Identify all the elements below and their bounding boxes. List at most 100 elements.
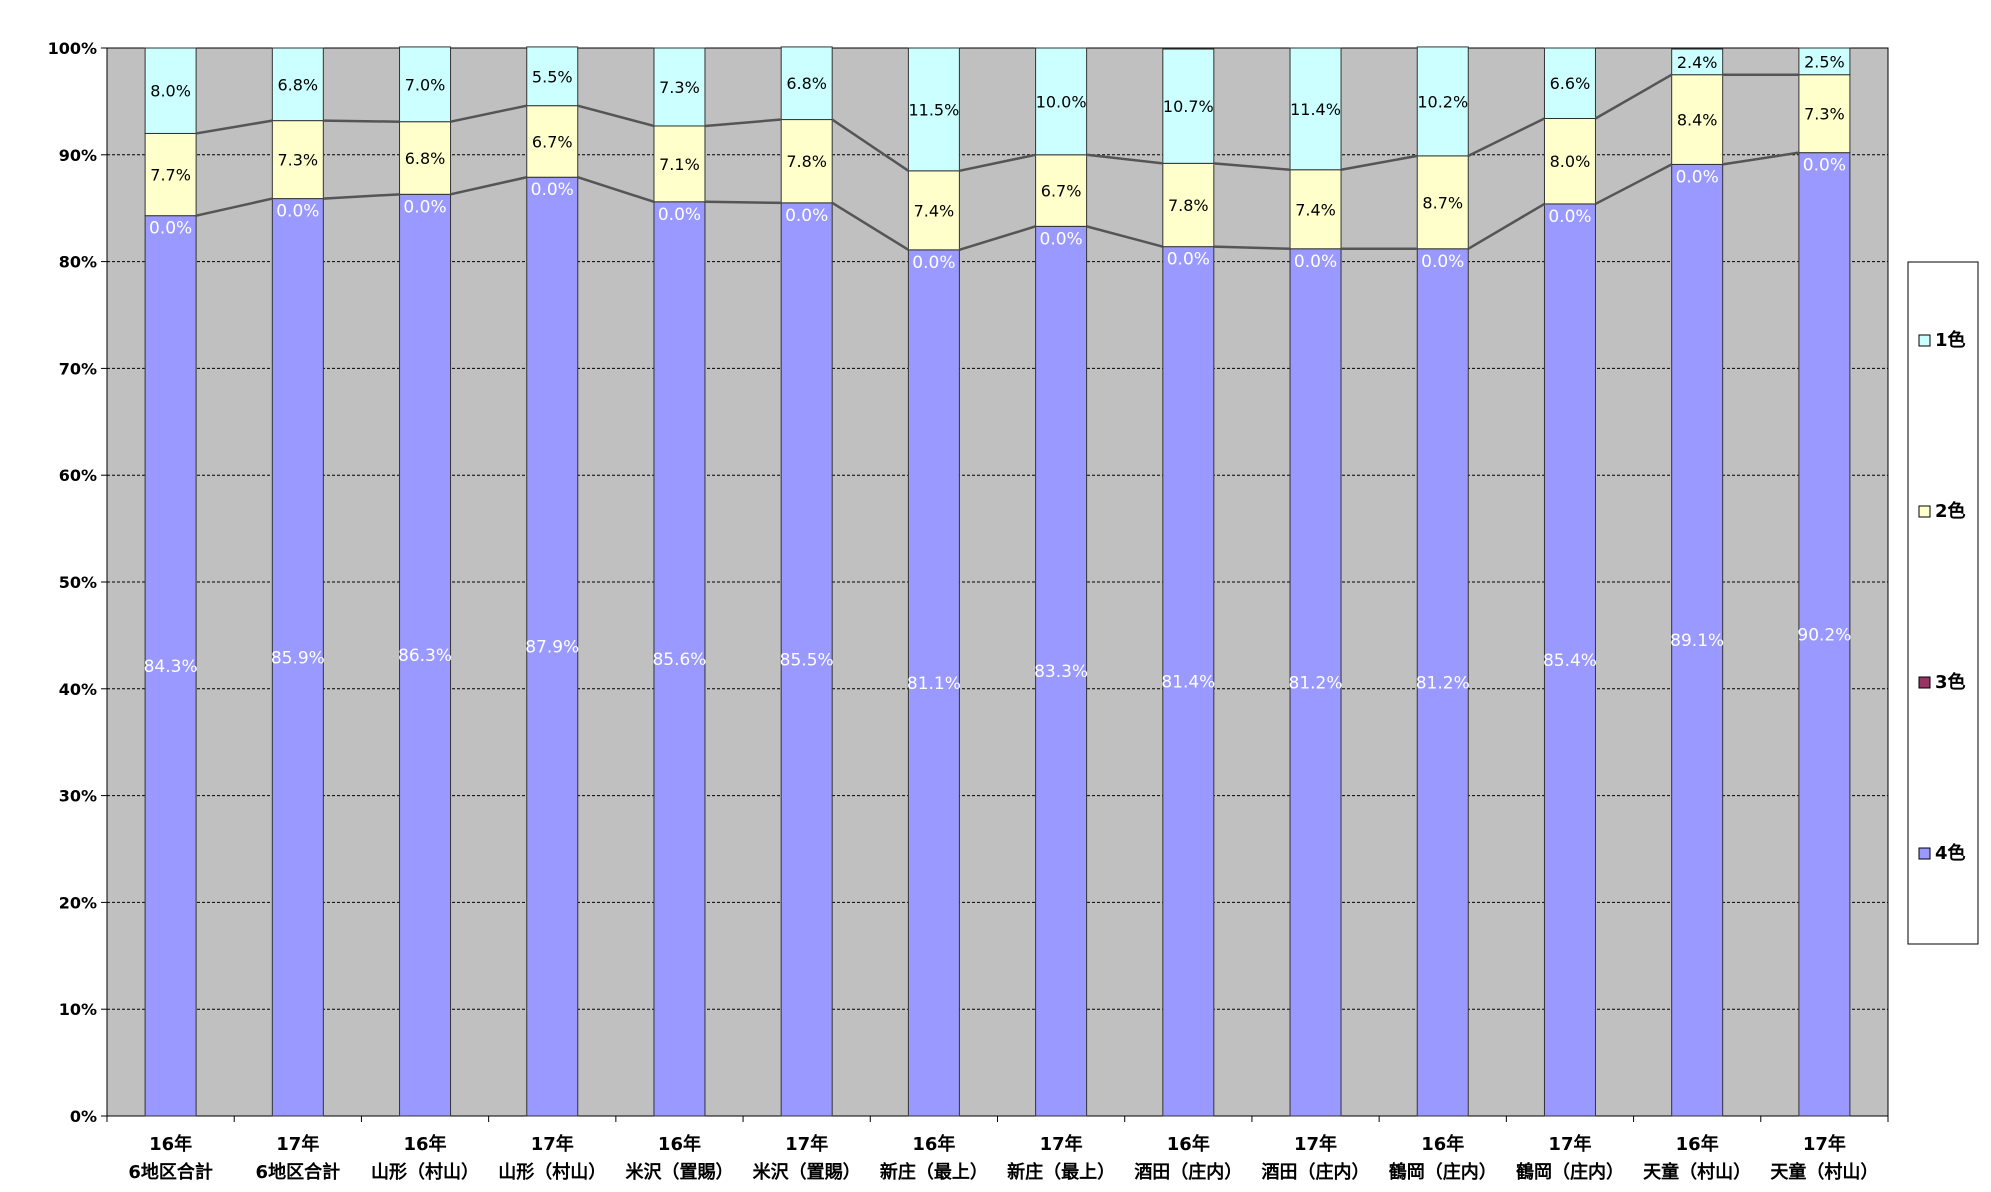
data-label: 7.3% [1804, 105, 1845, 124]
x-category-year: 16年 [1676, 1133, 1719, 1155]
legend-label: 3色 [1935, 671, 1966, 693]
legend-label: 1色 [1935, 329, 1966, 351]
data-label: 81.1% [907, 674, 961, 694]
x-category-area: 米沢（置賜） [625, 1161, 733, 1183]
data-label: 0.0% [149, 219, 192, 239]
data-label: 6.8% [405, 149, 446, 168]
bar-segment [1416, 155, 1469, 250]
x-category-year: 16年 [404, 1133, 447, 1155]
x-category-area: 米沢（置賜） [753, 1161, 861, 1183]
series-line [195, 73, 1799, 173]
data-label: 10.7% [1163, 97, 1214, 116]
x-category-year: 17年 [531, 1133, 574, 1155]
x-category-area: 山形（村山） [371, 1161, 479, 1183]
data-label: 0.0% [1040, 229, 1083, 249]
data-label: 0.0% [658, 205, 701, 225]
bar-segment [271, 47, 324, 122]
bar-segment [907, 249, 960, 1117]
x-category-year: 17年 [1294, 1133, 1337, 1155]
x-category-area: 天童（村山） [1643, 1161, 1751, 1183]
y-tick-label: 70% [59, 359, 97, 378]
x-category-area: 6地区合計 [256, 1161, 341, 1183]
data-label: 7.8% [786, 152, 827, 171]
data-label: 85.9% [271, 648, 325, 668]
y-tick-label: 100% [48, 39, 97, 58]
x-category-area: 山形（村山） [498, 1161, 606, 1183]
data-label: 6.8% [277, 75, 318, 94]
x-category-year: 17年 [1548, 1133, 1591, 1155]
data-label: 84.3% [144, 657, 198, 677]
bar-segment [144, 215, 197, 1117]
bar-segment [144, 132, 197, 217]
bar-segment [144, 47, 197, 134]
data-label: 10.0% [1036, 92, 1087, 111]
bar-segment [526, 176, 579, 1117]
bar-segment [1798, 47, 1851, 76]
bar-segment [271, 198, 324, 1117]
x-category-year: 16年 [1167, 1133, 1210, 1155]
data-label: 7.1% [659, 155, 700, 174]
bar-segment [1035, 47, 1088, 156]
data-label: 8.0% [150, 82, 191, 101]
bar-segment [1162, 246, 1215, 1117]
data-label: 0.0% [785, 206, 828, 226]
bar-segment [780, 46, 833, 121]
x-category-year: 16年 [149, 1133, 192, 1155]
x-category-year: 16年 [1421, 1133, 1464, 1155]
data-label: 7.3% [659, 78, 700, 97]
x-category-area: 鶴岡（庄内） [1389, 1161, 1497, 1183]
x-category-year: 16年 [658, 1133, 701, 1155]
data-label: 0.0% [531, 180, 574, 200]
data-label: 86.3% [398, 646, 452, 666]
bar-segment [1671, 74, 1724, 165]
y-tick-label: 80% [59, 253, 97, 272]
data-label: 89.1% [1670, 631, 1724, 651]
x-category-area: 鶴岡（庄内） [1516, 1161, 1624, 1183]
data-label: 7.8% [1168, 196, 1209, 215]
data-label: 11.5% [908, 100, 959, 119]
data-label: 0.0% [276, 202, 319, 222]
data-label: 7.7% [150, 166, 191, 185]
data-label: 0.0% [1548, 207, 1591, 227]
data-label: 5.5% [532, 67, 573, 86]
bar-segment [1416, 248, 1469, 1117]
data-label: 7.0% [405, 75, 446, 94]
data-label: 90.2% [1797, 625, 1851, 645]
y-tick-label: 60% [59, 466, 97, 485]
data-label: 8.0% [1550, 152, 1591, 171]
data-label: 7.3% [277, 151, 318, 170]
bar-segment [1671, 163, 1724, 1117]
bar-segment [1035, 154, 1088, 227]
bar-segment [399, 46, 452, 123]
legend-swatch [1918, 676, 1931, 689]
bar-segment [1035, 225, 1088, 1117]
data-label: 0.0% [1167, 250, 1210, 270]
x-category-year: 17年 [276, 1133, 319, 1155]
x-category-area: 酒田（庄内） [1262, 1161, 1370, 1183]
bar-segment [653, 201, 706, 1117]
data-label: 0.0% [912, 253, 955, 273]
data-label: 8.4% [1677, 111, 1718, 130]
x-category-year: 16年 [912, 1133, 955, 1155]
data-label: 6.6% [1550, 74, 1591, 93]
bar-segment [1416, 46, 1469, 157]
y-tick-label: 20% [59, 893, 97, 912]
legend-swatch [1918, 505, 1931, 518]
data-label: 85.5% [780, 650, 834, 670]
series-line [195, 151, 1800, 252]
data-label: 6.7% [1041, 182, 1082, 201]
legend-label: 2色 [1935, 500, 1966, 522]
y-tick-label: 0% [70, 1107, 97, 1126]
data-label: 0.0% [1803, 156, 1846, 176]
bar-segment [1289, 248, 1342, 1117]
bar-segment [1798, 152, 1851, 1117]
y-tick-label: 50% [59, 573, 97, 592]
bar-segment [271, 120, 324, 200]
data-label: 6.8% [786, 74, 827, 93]
legend-swatch [1918, 847, 1931, 860]
y-tick-label: 10% [59, 1000, 97, 1019]
data-label: 85.6% [652, 650, 706, 670]
data-label: 11.4% [1290, 100, 1341, 119]
legend-box [1907, 261, 1979, 945]
